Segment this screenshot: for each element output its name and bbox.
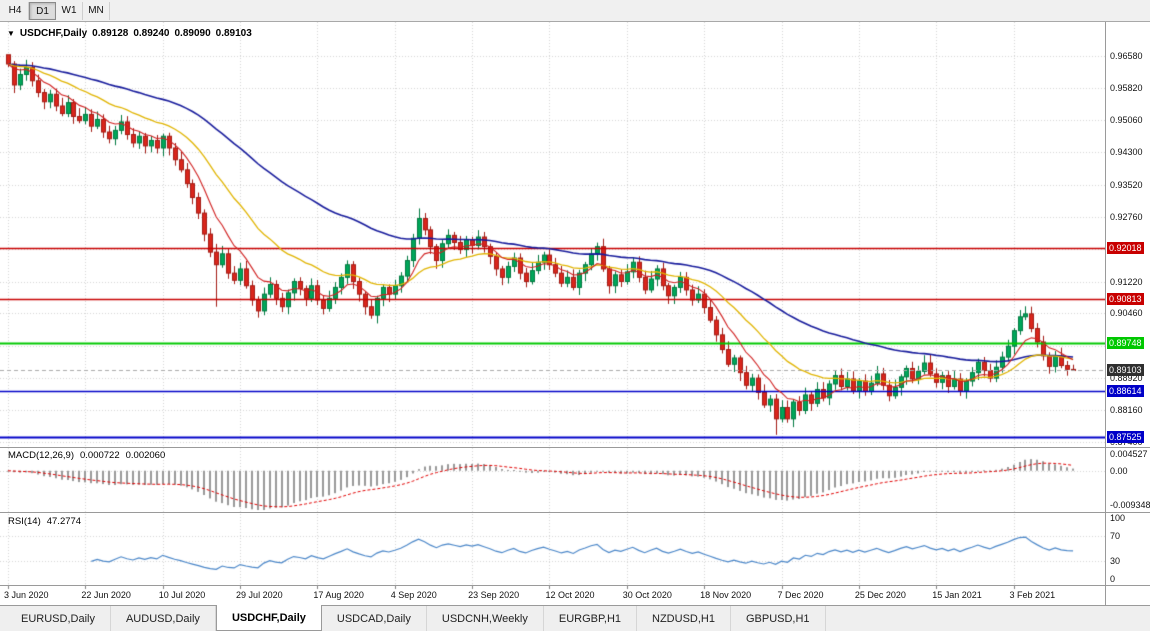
price-axis-label: 0.95820: [1110, 83, 1143, 94]
chart-symbol-ohlc: ▼ USDCHF,Daily 0.89128 0.89240 0.89090 0…: [7, 28, 252, 39]
chart-area: ▼ USDCHF,Daily 0.89128 0.89240 0.89090 0…: [0, 22, 1150, 605]
price-axis-label: 0.94300: [1110, 147, 1143, 158]
price-axis[interactable]: 0.96580 0.95820 0.95060 0.94300 0.93520 0.927…: [1105, 22, 1150, 605]
current-price-badge: 0.89103: [1107, 364, 1144, 377]
price-axis-label: 0.93520: [1110, 179, 1143, 190]
rsi-name: RSI(14): [8, 516, 41, 527]
chart-tab-audusd[interactable]: AUDUSD,Daily: [111, 606, 216, 631]
chart-tab-usdcnh[interactable]: USDCNH,Weekly: [427, 606, 544, 631]
rsi-axis-label: 70: [1110, 531, 1121, 542]
date-axis-label: 4 Sep 2020: [390, 590, 437, 600]
chart-dropdown-icon[interactable]: ▼: [7, 28, 15, 38]
rsi-axis-label: 100: [1110, 513, 1126, 523]
chart-tab-usdcad[interactable]: USDCAD,Daily: [322, 606, 427, 631]
level-price-badge: 0.92018: [1107, 242, 1144, 255]
date-axis-label: 3 Feb 2021: [1009, 590, 1056, 600]
date-axis-label: 18 Nov 2020: [700, 590, 752, 600]
date-axis-label: 22 Jun 2020: [81, 590, 131, 600]
date-axis-label: 29 Jul 2020: [236, 590, 283, 600]
level-price-badge: 0.90813: [1107, 292, 1144, 305]
chart-tab-eurgbp[interactable]: EURGBP,H1: [544, 606, 638, 631]
macd-axis-label: 0.00: [1110, 465, 1128, 476]
timeframe-button-h4[interactable]: H4: [2, 1, 29, 20]
low-value: 0.89090: [174, 28, 211, 39]
rsi-axis-label: 30: [1110, 555, 1121, 566]
timeframe-button-mn[interactable]: MN: [83, 1, 110, 20]
macd-name: MACD(12,26,9): [8, 450, 74, 461]
date-axis: 3 Jun 2020 22 Jun 2020 10 Jul 2020 29 Jul 2…: [0, 588, 1105, 605]
price-chart-canvas[interactable]: [0, 22, 1105, 605]
chart-tab-nzdusd[interactable]: NZDUSD,H1: [637, 606, 731, 631]
open-value: 0.89128: [92, 28, 129, 39]
macd-axis-label: -0.009348: [1110, 499, 1150, 510]
date-axis-label: 3 Jun 2020: [4, 590, 49, 600]
price-axis-label: 0.91220: [1110, 276, 1143, 287]
price-axis-label: 0.90460: [1110, 308, 1143, 319]
chart-tab-eurusd[interactable]: EURUSD,Daily: [6, 606, 111, 631]
symbol-label: USDCHF,Daily: [19, 28, 88, 39]
close-value: 0.89103: [215, 28, 252, 39]
price-axis-label: 0.96580: [1110, 51, 1143, 62]
high-value: 0.89240: [133, 28, 170, 39]
rsi-axis-label: 0: [1110, 574, 1116, 584]
rsi-indicator-label: RSI(14) 47.2774: [8, 516, 81, 527]
macd-signal-value: 0.002060: [125, 450, 166, 461]
timeframe-button-w1[interactable]: W1: [56, 1, 83, 20]
date-axis-label: 23 Sep 2020: [468, 590, 520, 600]
date-axis-label: 30 Oct 2020: [622, 590, 672, 600]
chart-tab-usdchf[interactable]: USDCHF,Daily: [215, 605, 322, 631]
panel-separator[interactable]: [0, 512, 1150, 513]
date-axis-label: 10 Jul 2020: [158, 590, 206, 600]
timeframe-toolbar: H4 D1 W1 MN: [0, 0, 1150, 22]
price-axis-label: 0.92760: [1110, 211, 1143, 222]
chart-tab-bar: EURUSD,Daily AUDUSD,Daily USDCHF,Daily USDC…: [0, 605, 1150, 631]
price-axis-label: 0.88920: [1110, 373, 1143, 384]
level-price-badge: 0.88614: [1107, 384, 1144, 397]
price-axis-label: 0.88160: [1110, 405, 1143, 416]
timeframe-button-d1[interactable]: D1: [29, 1, 56, 20]
macd-axis-label: 0.004527: [1110, 449, 1148, 460]
level-price-badge: 0.87525: [1107, 430, 1144, 443]
date-axis-label: 7 Dec 2020: [777, 590, 824, 600]
date-axis-label: 17 Aug 2020: [313, 590, 364, 600]
chart-tab-gbpusd[interactable]: GBPUSD,H1: [731, 606, 826, 631]
rsi-value: 47.2774: [46, 516, 82, 527]
panel-separator[interactable]: [0, 447, 1150, 448]
date-axis-label: 15 Jan 2021: [932, 590, 982, 600]
date-axis-label: 25 Dec 2020: [854, 590, 906, 600]
level-price-badge: 0.89748: [1107, 337, 1144, 350]
macd-indicator-label: MACD(12,26,9) 0.000722 0.002060: [8, 450, 165, 461]
price-axis-label: 0.95060: [1110, 115, 1143, 126]
macd-main-value: 0.000722: [80, 450, 120, 461]
panel-separator: [0, 585, 1150, 586]
date-axis-label: 12 Oct 2020: [545, 590, 595, 600]
